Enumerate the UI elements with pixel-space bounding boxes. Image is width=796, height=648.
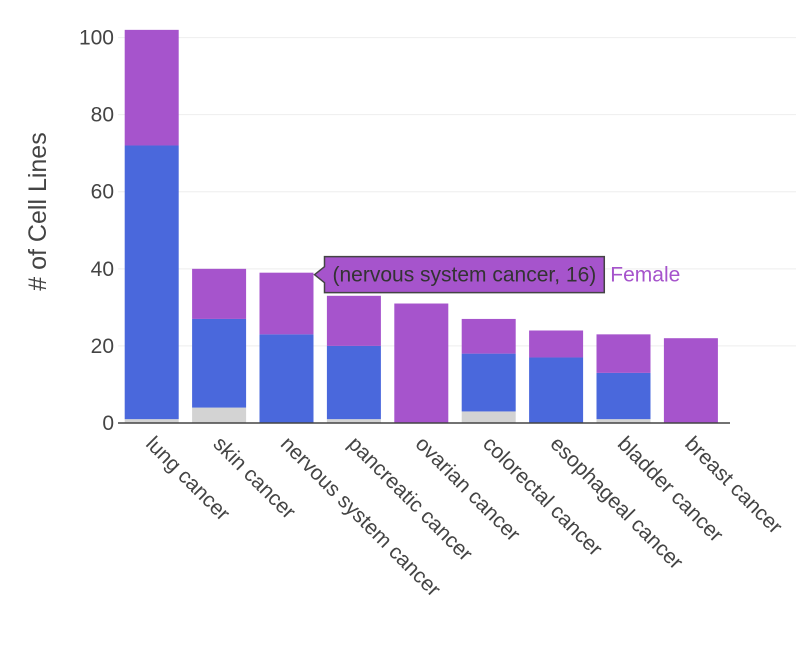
bars [124, 29, 718, 423]
tooltip-box [313, 255, 606, 294]
bar-segment[interactable] [326, 345, 381, 420]
bar-segment[interactable] [663, 338, 718, 423]
tooltip-series-name: Female [610, 264, 680, 287]
x-tick-label: colorectal cancer [478, 432, 607, 561]
x-tick-label: pancreatic cancer [343, 432, 476, 565]
bar-segment[interactable] [461, 411, 516, 423]
bar-segment[interactable] [192, 268, 247, 319]
y-tick-label: 60 [91, 181, 114, 204]
y-tick-label: 80 [91, 104, 114, 127]
bar-segment[interactable] [596, 372, 651, 420]
bar-segment[interactable] [259, 334, 314, 423]
bar-segment[interactable] [529, 330, 584, 358]
bar-segment[interactable] [326, 419, 381, 423]
bar-segment[interactable] [394, 303, 449, 423]
tooltip-text: (nervous system cancer, 16) [333, 264, 597, 287]
y-axis-ticks: 0 20 40 60 80 100 [79, 27, 114, 435]
bar-segment[interactable] [124, 419, 179, 423]
y-tick-label: 100 [79, 27, 114, 50]
bar-segment[interactable] [529, 357, 584, 423]
bar-segment[interactable] [596, 419, 651, 423]
y-tick-label: 20 [91, 335, 114, 358]
bar-segment[interactable] [596, 334, 651, 373]
hover-tooltip: (nervous system cancer, 16) Female [313, 255, 680, 294]
bar-segment[interactable] [326, 295, 381, 346]
bar-segment[interactable] [259, 272, 314, 335]
bar-segment[interactable] [124, 145, 179, 420]
y-tick-label: 40 [91, 258, 114, 281]
bar-segment[interactable] [192, 407, 247, 423]
bar-segment[interactable] [192, 318, 247, 408]
y-axis-title: # of Cell Lines [24, 132, 52, 290]
bar-segment[interactable] [124, 29, 179, 146]
x-tick-label: esophageal cancer [546, 432, 688, 574]
bar-segment[interactable] [461, 318, 516, 354]
bar-segment[interactable] [461, 353, 516, 412]
y-tick-label: 0 [102, 412, 114, 435]
